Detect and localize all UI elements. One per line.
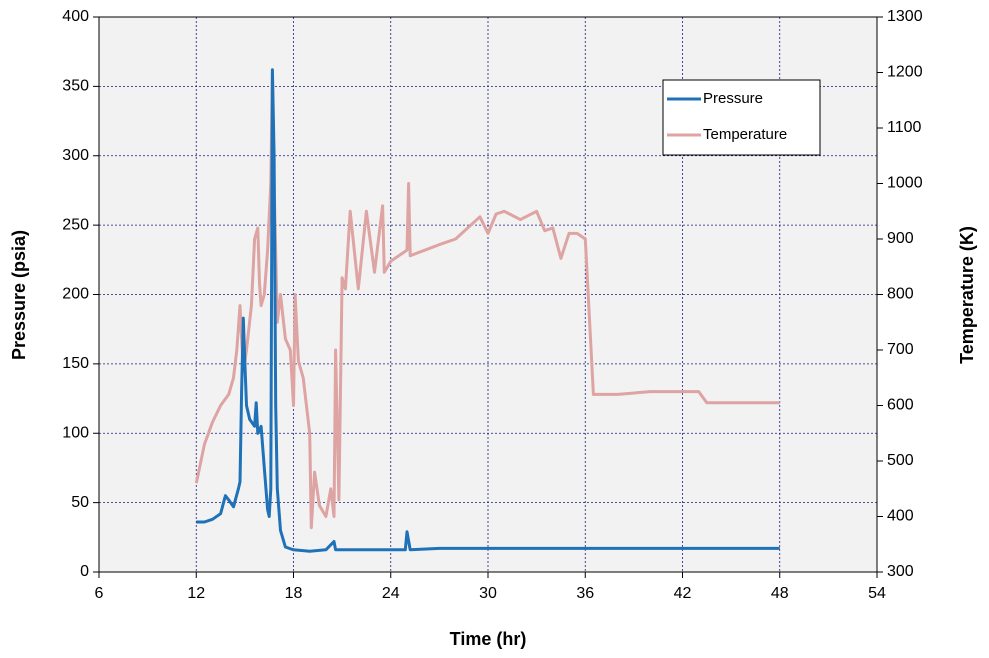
series-line <box>194 71 780 530</box>
y-tick-label: 300 <box>62 147 89 164</box>
y2-tick-label: 1200 <box>887 64 923 81</box>
x-tick-label: 36 <box>576 585 594 602</box>
y2-tick-label: 700 <box>887 341 914 358</box>
series-line <box>196 68 780 553</box>
plot-border <box>98 16 878 573</box>
y-tick-label: 50 <box>71 494 89 511</box>
x-tick-label: 12 <box>187 585 205 602</box>
y-tick-label: 350 <box>62 78 89 95</box>
x-tick-label: 18 <box>285 585 303 602</box>
x-tick-label: 24 <box>382 585 400 602</box>
y2-tick-label: 800 <box>887 286 914 303</box>
legend-label: Temperature <box>703 126 787 143</box>
y2-tick-label: 400 <box>887 508 914 525</box>
x-tick-label: 30 <box>479 585 497 602</box>
y-tick-label: 0 <box>80 563 89 580</box>
y-tick-label: 100 <box>62 424 89 441</box>
legend-label: Pressure <box>703 90 763 107</box>
y2-tick-label: 900 <box>887 230 914 247</box>
x-tick-label: 42 <box>674 585 692 602</box>
y-tick-label: 400 <box>62 8 89 25</box>
y2-tick-label: 300 <box>887 563 914 580</box>
x-tick-label: 54 <box>868 585 886 602</box>
y2-tick-label: 1000 <box>887 175 923 192</box>
legend-box <box>662 79 821 156</box>
y-tick-label: 150 <box>62 355 89 372</box>
y2-axis-title: Temperature (K) <box>957 226 977 364</box>
y-tick-label: 250 <box>62 216 89 233</box>
x-tick-label: 48 <box>771 585 789 602</box>
x-axis-title: Time (hr) <box>450 629 527 649</box>
y2-tick-label: 1100 <box>887 119 922 136</box>
y2-tick-label: 1300 <box>887 8 923 25</box>
x-tick-label: 6 <box>95 585 104 602</box>
y2-tick-label: 600 <box>887 397 914 414</box>
y-tick-label: 200 <box>62 286 89 303</box>
y2-tick-label: 500 <box>887 452 914 469</box>
y-axis-title: Pressure (psia) <box>9 230 29 360</box>
